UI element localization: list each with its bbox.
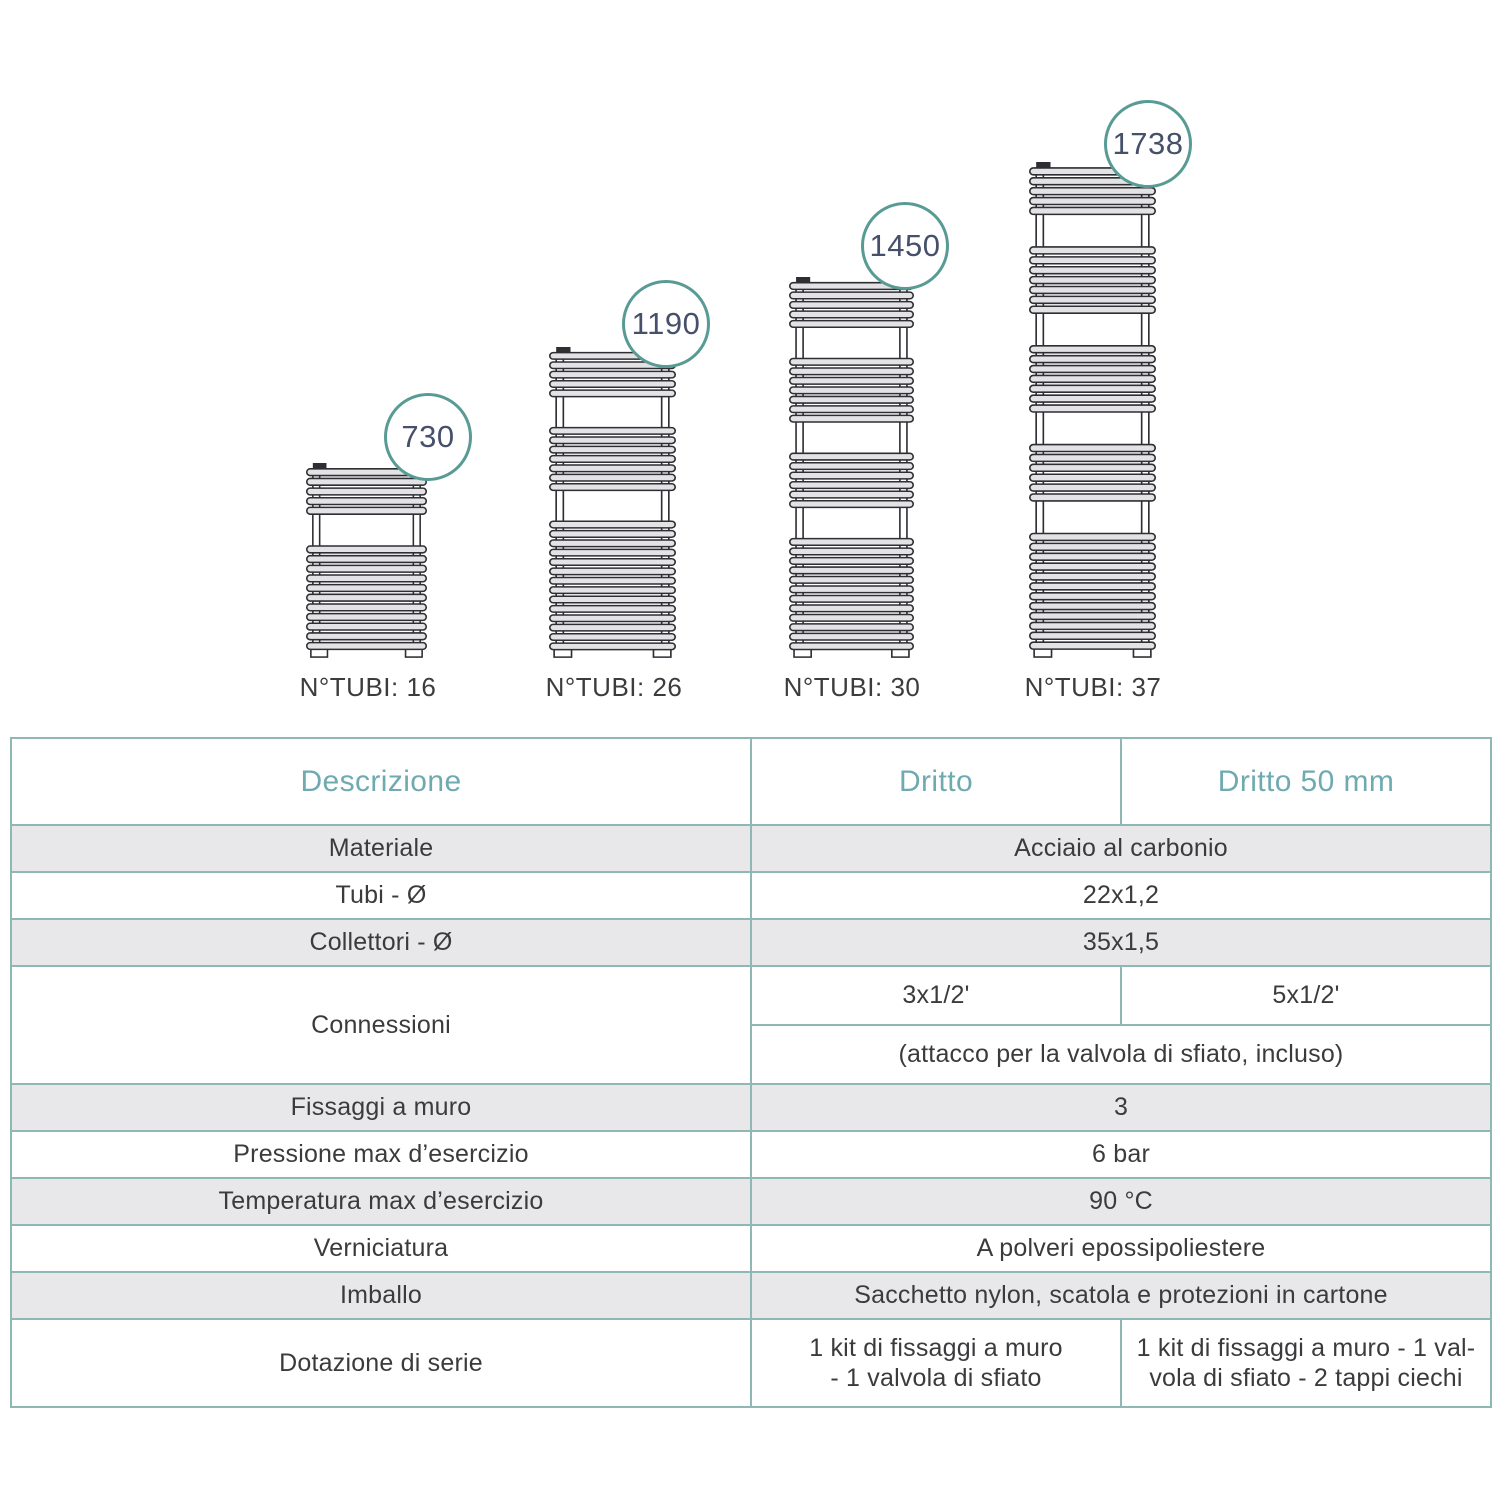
row-value: Acciaio al carbonio	[750, 824, 1492, 873]
row-label: Pressione max d’esercizio	[10, 1130, 752, 1179]
spec-row-imballo: Imballo Sacchetto nylon, scatola e prote…	[10, 1271, 1492, 1320]
radiator-diagram-1450	[789, 277, 914, 658]
spec-row-connessioni-note: (attacco per la valvola di sfiato, inclu…	[11, 1024, 1492, 1085]
spec-row-connessioni: Connessioni 3x1/2' 5x1/2'	[10, 965, 1492, 1085]
row-value-line: 1 kit di fissaggi a muro - 1 val-	[1136, 1334, 1476, 1362]
spec-row-temperatura: Temperatura max d’esercizio 90 °C	[10, 1177, 1492, 1226]
row-value-line: - 1 valvola di sfiato	[830, 1364, 1042, 1392]
height-value: 1738	[1112, 126, 1184, 161]
height-badge-1190: 1190	[622, 280, 710, 368]
row-label: Materiale	[10, 824, 752, 873]
row-label: Collettori - Ø	[10, 918, 752, 967]
height-value: 1190	[631, 306, 701, 341]
height-value: 1450	[869, 228, 941, 263]
height-badge-730: 730	[384, 393, 472, 481]
row-label: Imballo	[10, 1271, 752, 1320]
row-value: 90 °C	[750, 1177, 1492, 1226]
col-header-dritto: Dritto	[750, 737, 1122, 826]
spec-table: Descrizione Dritto Dritto 50 mm Material…	[10, 737, 1492, 1408]
row-label: Verniciatura	[10, 1224, 752, 1273]
tube-count-label: N°TUBI: 37	[1024, 672, 1162, 702]
row-value: 3	[750, 1083, 1492, 1132]
row-value: A polveri epossipoliestere	[750, 1224, 1492, 1273]
spec-row-fissaggi: Fissaggi a muro 3	[10, 1083, 1492, 1132]
tube-count-label: N°TUBI: 26	[545, 672, 683, 702]
spec-row-materiale: Materiale Acciaio al carbonio	[10, 824, 1492, 873]
spec-header-row: Descrizione Dritto Dritto 50 mm	[10, 737, 1492, 826]
row-note: (attacco per la valvola di sfiato, inclu…	[750, 1024, 1492, 1085]
spec-row-collettori: Collettori - Ø 35x1,5	[10, 918, 1492, 967]
radiator-diagram-730	[306, 463, 427, 658]
col-header-descrizione: Descrizione	[10, 737, 752, 826]
row-value-line: vola di sfiato - 2 tappi ciechi	[1149, 1364, 1463, 1392]
spec-row-pressione: Pressione max d’esercizio 6 bar	[10, 1130, 1492, 1179]
spec-row-verniciatura: Verniciatura A polveri epossipoliestere	[10, 1224, 1492, 1273]
spec-row-tubi: Tubi - Ø 22x1,2	[10, 871, 1492, 920]
height-badge-1738: 1738	[1104, 100, 1192, 188]
row-label: Dotazione di serie	[10, 1318, 752, 1408]
row-label: Connessioni	[10, 965, 752, 1085]
row-value-dritto: 1 kit di fissaggi a muro - 1 valvola di …	[750, 1318, 1122, 1408]
tube-count-label: N°TUBI: 16	[299, 672, 437, 702]
row-value-dritto: 3x1/2'	[750, 965, 1122, 1026]
row-value: 35x1,5	[750, 918, 1492, 967]
row-value: 6 bar	[750, 1130, 1492, 1179]
row-value-dritto50: 5x1/2'	[1120, 965, 1492, 1026]
row-value-line: 1 kit di fissaggi a muro	[809, 1334, 1063, 1362]
height-badge-1450: 1450	[861, 202, 949, 290]
row-value: Sacchetto nylon, scatola e protezioni in…	[750, 1271, 1492, 1320]
col-header-dritto50: Dritto 50 mm	[1120, 737, 1492, 826]
row-label: Tubi - Ø	[10, 871, 752, 920]
row-value: 22x1,2	[750, 871, 1492, 920]
row-label: Fissaggi a muro	[10, 1083, 752, 1132]
radiator-diagram-1190	[549, 347, 676, 658]
row-label: Temperatura max d’esercizio	[10, 1177, 752, 1226]
spec-row-dotazione: Dotazione di serie 1 kit di fissaggi a m…	[10, 1318, 1492, 1408]
row-value-dritto50: 1 kit di fissaggi a muro - 1 val- vola d…	[1120, 1318, 1492, 1408]
height-value: 730	[401, 419, 455, 454]
tube-count-label: N°TUBI: 30	[783, 672, 921, 702]
radiator-diagram-1738	[1029, 162, 1156, 658]
